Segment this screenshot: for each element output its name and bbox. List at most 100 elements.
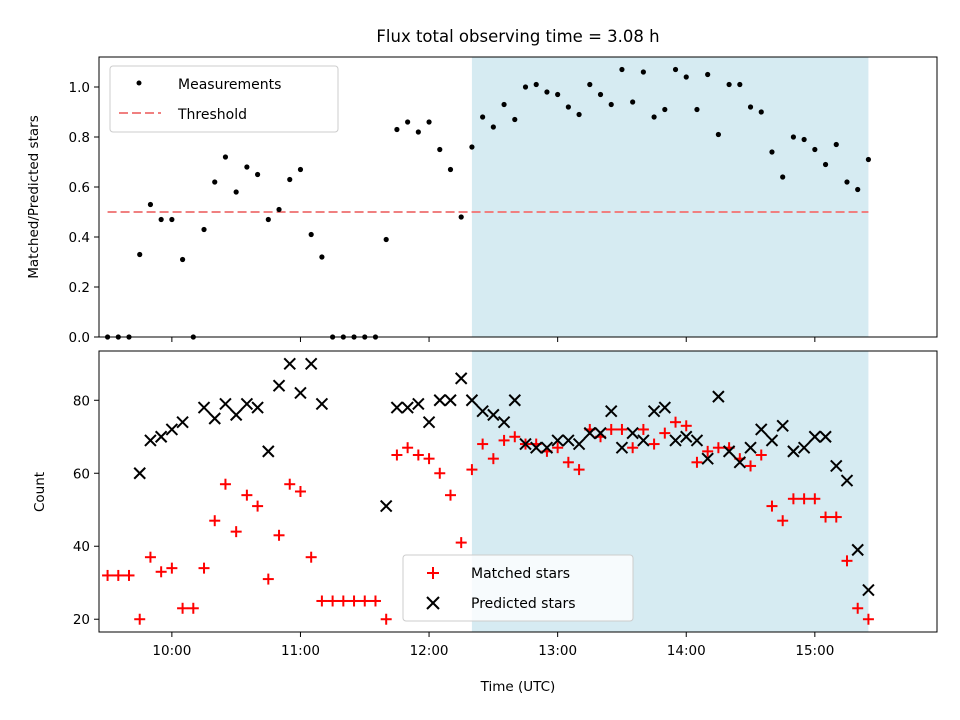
measurement-point	[672, 66, 679, 73]
measurement-point	[694, 106, 700, 113]
matched-star-point	[509, 431, 521, 443]
count-legend: Matched stars Predicted stars	[402, 554, 634, 622]
predicted-star-point	[594, 426, 607, 440]
matched-star-point	[112, 569, 124, 581]
predicted-star-point	[830, 459, 843, 473]
predicted-star-point	[422, 415, 436, 429]
measurement-point	[715, 131, 721, 138]
legend-matched-label: Matched stars	[471, 566, 570, 582]
matched-star-point	[787, 493, 799, 505]
predicted-star-point	[508, 394, 521, 407]
matched-star-point	[187, 602, 199, 614]
predicted-star-point	[722, 445, 736, 458]
ratio-legend: Measurements Threshold	[109, 65, 339, 133]
matched-star-point	[809, 493, 821, 505]
measurement-point	[522, 84, 529, 90]
measurement-point	[394, 126, 400, 133]
matched-star-point	[830, 511, 842, 523]
x-tick-label: 15:00	[795, 643, 834, 659]
count-legend-box	[402, 554, 634, 622]
count-axes-frame	[98, 350, 938, 633]
predicted-star-point	[712, 390, 725, 403]
ratio-y-tick-label: 0.2	[69, 280, 90, 296]
measurement-point	[405, 119, 411, 125]
matched-star-point	[755, 449, 767, 461]
matched-star-point	[455, 537, 467, 549]
legend-predicted-label: Predicted stars	[471, 596, 576, 612]
measurement-point	[587, 81, 593, 88]
measurement-point	[415, 129, 421, 135]
predicted-star-point	[454, 372, 468, 385]
matched-star-point	[712, 442, 724, 454]
x-tick-label: 13:00	[538, 643, 577, 659]
measurement-point	[619, 66, 625, 73]
measurement-point	[758, 109, 764, 115]
measurement-point	[319, 254, 325, 260]
matched-star-point	[219, 478, 231, 490]
measurement-point	[158, 216, 164, 223]
measurement-point	[662, 106, 668, 113]
measurement-point	[683, 74, 689, 80]
count-y-tick-label: 60	[73, 466, 90, 482]
measurement-point	[287, 176, 293, 183]
predicted-star-point	[229, 408, 243, 422]
predicted-star-point	[251, 401, 264, 414]
matched-star-point	[369, 595, 381, 607]
predicted-star-point	[465, 394, 479, 407]
predicted-star-point	[669, 434, 682, 447]
matched-stars-points	[102, 416, 874, 625]
predicted-star-point	[379, 499, 393, 513]
ratio-axes-frame	[98, 56, 938, 338]
predicted-star-point	[572, 437, 586, 451]
matched-star-point	[402, 442, 414, 454]
measurement-point	[747, 104, 754, 110]
count-y-ticks: 20 40 60 80	[73, 393, 99, 628]
x-tick-label: 12:00	[410, 643, 449, 659]
ratio-y-tick-label: 0.8	[69, 130, 90, 146]
matched-star-point	[123, 569, 135, 581]
predicted-star-point	[540, 441, 554, 454]
measurement-point	[458, 214, 464, 220]
matched-star-point	[327, 595, 339, 607]
predicted-star-point	[647, 405, 661, 418]
matched-star-point	[627, 442, 639, 454]
matched-star-point	[380, 613, 392, 625]
matched-star-point	[166, 562, 178, 574]
matched-star-point	[766, 500, 778, 512]
matched-star-point	[252, 500, 264, 512]
predicted-star-point	[476, 405, 489, 418]
ratio-y-ticks: 0.0 0.2 0.4 0.6 0.8 1.0	[69, 80, 99, 346]
measurement-point	[233, 189, 239, 195]
count-x-ticks: 10:00 11:00 12:00 13:00 14:00 15:00	[152, 632, 834, 659]
matched-star-point	[745, 460, 757, 472]
predicted-star-point	[797, 441, 811, 454]
x-axis-label: Time (UTC)	[480, 679, 556, 695]
matched-star-point	[294, 486, 306, 497]
matched-star-point	[552, 442, 564, 454]
matched-star-point	[305, 551, 317, 563]
measurement-point	[576, 111, 582, 118]
predicted-star-point	[304, 357, 318, 370]
predicted-star-point	[444, 394, 457, 407]
predicted-star-point	[294, 386, 307, 400]
measurement-point	[297, 166, 304, 173]
matched-star-point	[680, 420, 692, 432]
ratio-y-tick-label: 1.0	[69, 80, 90, 96]
measurement-point	[480, 114, 486, 120]
matched-star-point	[391, 449, 403, 461]
predicted-stars-points	[133, 357, 875, 597]
x-tick-label: 14:00	[667, 643, 706, 659]
ratio-y-tick-label: 0.0	[69, 330, 90, 346]
measurement-point	[597, 91, 604, 98]
predicted-star-point	[787, 445, 800, 458]
measurement-point	[437, 146, 443, 153]
measurement-point	[179, 256, 186, 263]
predicted-star-point	[690, 434, 704, 447]
matched-star-point	[262, 573, 274, 585]
measurement-point	[265, 216, 271, 223]
measurement-point	[469, 144, 475, 150]
measurement-point	[201, 226, 207, 233]
measurement-point	[244, 164, 250, 170]
predicted-star-point	[519, 437, 532, 451]
